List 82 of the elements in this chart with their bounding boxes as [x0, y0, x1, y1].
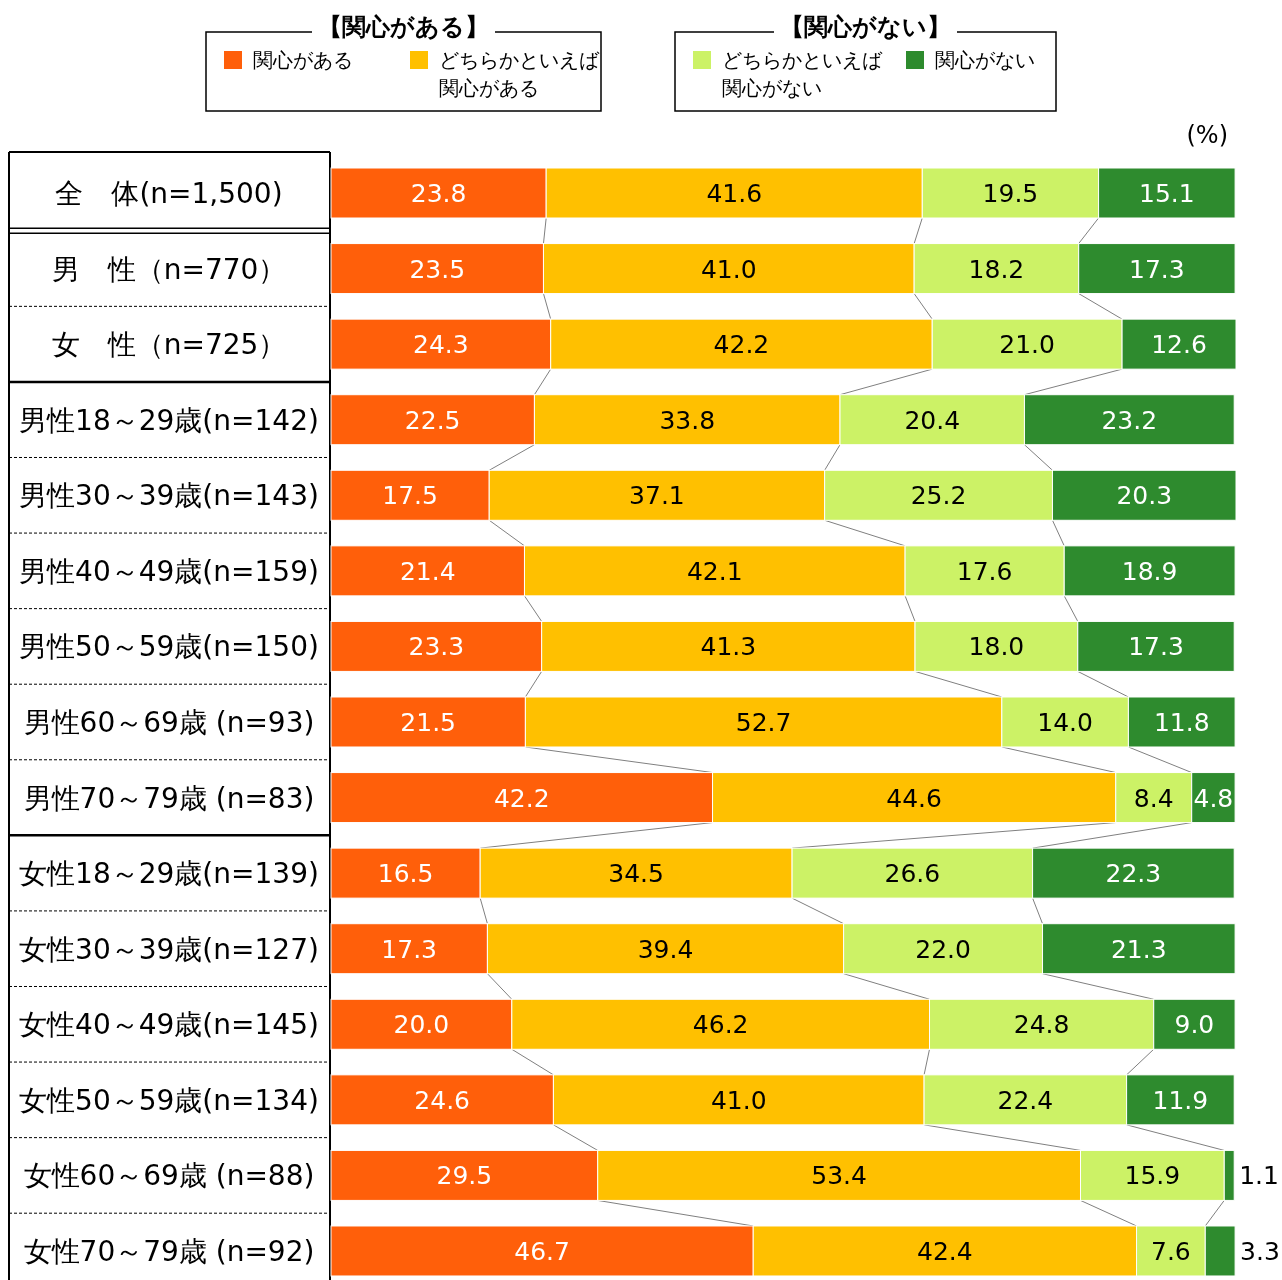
y-tick-label: 女 性（n=725）: [51, 328, 287, 362]
legend-label: どちらかといえば関心がある: [439, 48, 600, 100]
data-label: 12.6: [1151, 330, 1207, 360]
y-tick-label: 男性70～79歳 (n=83): [23, 781, 315, 815]
data-label: 20.0: [393, 1010, 450, 1040]
legend-label: 関心がある: [253, 48, 353, 72]
data-label: 21.5: [400, 707, 457, 737]
data-label: 21.4: [399, 556, 456, 586]
y-tick-label: 女性60～69歳 (n=88): [23, 1159, 315, 1193]
data-label: 24.3: [413, 330, 469, 360]
data-label: 17.3: [1128, 632, 1184, 662]
data-label: 37.1: [629, 481, 685, 511]
data-label: 18.0: [968, 632, 1025, 662]
data-label: 23.3: [408, 632, 465, 662]
data-label: 33.8: [659, 405, 716, 435]
data-label: 11.9: [1152, 1085, 1209, 1115]
y-tick-label: 女性30～39歳(n=127): [19, 932, 319, 966]
data-label: 42.4: [917, 1236, 973, 1266]
data-label: 46.7: [514, 1236, 570, 1266]
data-label: 8.4: [1133, 783, 1174, 813]
data-label: 25.2: [910, 481, 967, 511]
y-tick-label: 全 体(n=1,500): [55, 177, 283, 210]
data-label: 7.6: [1151, 1236, 1191, 1266]
data-label: 42.2: [713, 330, 770, 360]
y-tick-label: 男性60～69歳 (n=93): [23, 705, 315, 739]
text: 【関心がない】: [780, 13, 951, 41]
data-label: 52.7: [735, 707, 792, 737]
data-label: 11.8: [1153, 707, 1210, 737]
data-label: 22.0: [915, 934, 971, 964]
y-tick-label: 女性18～29歳(n=139): [19, 857, 319, 891]
data-label: 53.4: [811, 1161, 867, 1191]
data-label: 16.5: [377, 859, 434, 889]
data-label: 22.3: [1105, 859, 1162, 889]
data-label: 26.6: [884, 859, 941, 889]
data-label: 1.1: [1239, 1161, 1279, 1191]
text: (%): [1186, 121, 1228, 149]
data-label: 29.5: [436, 1161, 493, 1191]
data-label: 18.9: [1121, 556, 1178, 586]
data-label: 34.5: [608, 859, 664, 889]
data-label: 44.6: [886, 783, 942, 813]
y-tick-label: 男性30～39歳(n=143): [19, 479, 319, 513]
data-label: 46.2: [692, 1010, 749, 1040]
text: 【関心がある】: [318, 13, 489, 41]
data-label: 41.3: [700, 632, 757, 662]
data-label: 22.5: [404, 405, 461, 435]
data-label: 21.3: [1110, 934, 1167, 964]
data-label: 19.5: [982, 179, 1039, 208]
data-label: 20.4: [904, 405, 961, 435]
y-tick-label: 男性50～59歳(n=150): [19, 630, 319, 664]
data-label: 3.3: [1240, 1236, 1280, 1266]
data-label: 23.5: [409, 254, 466, 284]
y-tick-label: 男 性（n=770）: [51, 252, 287, 286]
y-tick-label: 女性50～59歳(n=134): [19, 1083, 319, 1117]
data-label: 41.6: [706, 179, 763, 208]
data-label: 24.8: [1013, 1010, 1070, 1040]
data-label: 39.4: [637, 934, 694, 964]
data-label: 17.6: [956, 556, 1013, 586]
data-label: 41.0: [700, 254, 757, 284]
data-label: 15.9: [1124, 1161, 1181, 1191]
data-label: 17.3: [1129, 254, 1185, 284]
y-tick-label: 男性18～29歳(n=142): [19, 403, 319, 437]
y-tick-label: 女性40～49歳(n=145): [19, 1008, 319, 1042]
data-label: 21.0: [999, 330, 1055, 360]
data-label: 20.3: [1116, 481, 1173, 511]
data-label: 42.1: [686, 556, 743, 586]
data-label: 17.5: [382, 481, 438, 511]
y-tick-label: 男性40～49歳(n=159): [19, 554, 319, 588]
data-label: 24.6: [414, 1085, 471, 1115]
legend-label: どちらかといえば関心がない: [722, 48, 883, 100]
data-label: 14.0: [1037, 707, 1093, 737]
data-label: 15.1: [1139, 179, 1195, 208]
data-label: 23.8: [410, 179, 467, 208]
data-label: 42.2: [493, 783, 550, 813]
data-label: 17.3: [381, 934, 438, 964]
data-label: 41.0: [710, 1085, 767, 1115]
data-label: 22.4: [997, 1085, 1054, 1115]
legend-label: 関心がない: [935, 48, 1035, 72]
data-label: 4.8: [1193, 783, 1234, 813]
data-label: 9.0: [1174, 1010, 1215, 1040]
data-label: 23.2: [1101, 405, 1158, 435]
y-tick-label: 女性70～79歳 (n=92): [23, 1234, 315, 1268]
data-label: 18.2: [968, 254, 1025, 284]
